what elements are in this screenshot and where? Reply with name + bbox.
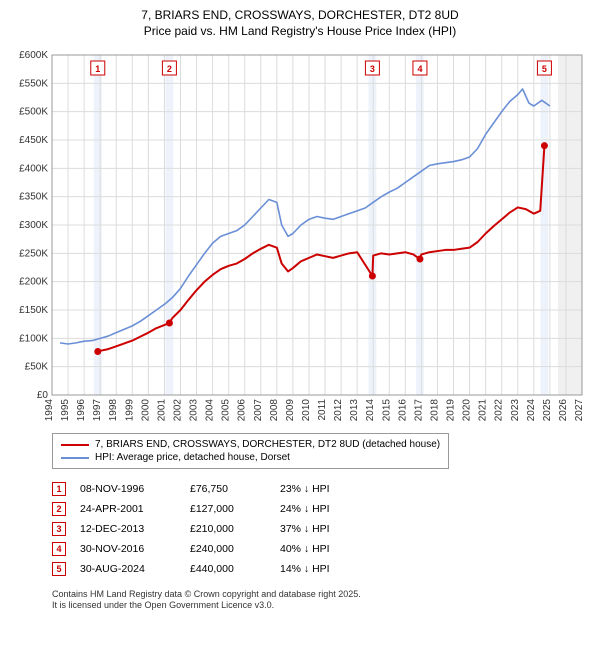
svg-text:3: 3: [370, 64, 375, 74]
legend-row: HPI: Average price, detached house, Dors…: [61, 451, 440, 464]
title-line2: Price paid vs. HM Land Registry's House …: [10, 24, 590, 40]
svg-text:2019: 2019: [446, 399, 457, 422]
svg-text:£550K: £550K: [19, 79, 48, 90]
sale-date: 12-DEC-2013: [80, 523, 190, 535]
svg-text:2005: 2005: [221, 399, 232, 422]
svg-text:1999: 1999: [124, 399, 135, 422]
svg-text:2006: 2006: [237, 399, 248, 422]
chart-title: 7, BRIARS END, CROSSWAYS, DORCHESTER, DT…: [10, 8, 590, 39]
table-row: 2 24-APR-2001£127,00024% ↓ HPI: [52, 499, 590, 519]
svg-text:1998: 1998: [108, 399, 119, 422]
svg-text:£500K: £500K: [19, 107, 48, 118]
sale-price: £127,000: [190, 503, 280, 515]
svg-text:£300K: £300K: [19, 220, 48, 231]
sale-marker-icon: 5: [52, 562, 66, 576]
sale-date: 08-NOV-1996: [80, 483, 190, 495]
footer-line1: Contains HM Land Registry data © Crown c…: [52, 589, 590, 600]
sale-pct: 24% ↓ HPI: [280, 503, 370, 515]
legend-swatch: [61, 444, 89, 446]
sales-table: 1 08-NOV-1996£76,75023% ↓ HPI 2 24-APR-2001…: [52, 479, 590, 579]
svg-text:2021: 2021: [478, 399, 489, 422]
sale-marker-icon: 1: [52, 482, 66, 496]
legend-swatch: [61, 457, 89, 459]
sale-pct: 23% ↓ HPI: [280, 483, 370, 495]
sale-pct: 37% ↓ HPI: [280, 523, 370, 535]
sale-price: £240,000: [190, 543, 280, 555]
sale-price: £210,000: [190, 523, 280, 535]
svg-text:2000: 2000: [140, 399, 151, 422]
svg-text:£600K: £600K: [19, 50, 48, 61]
svg-text:1997: 1997: [92, 399, 103, 422]
sale-marker-icon: 3: [52, 522, 66, 536]
svg-text:2022: 2022: [494, 399, 505, 422]
legend-label: 7, BRIARS END, CROSSWAYS, DORCHESTER, DT…: [95, 439, 440, 450]
svg-text:£150K: £150K: [19, 305, 48, 316]
svg-text:2: 2: [167, 64, 172, 74]
svg-text:2027: 2027: [574, 399, 585, 422]
svg-text:2024: 2024: [526, 399, 537, 422]
chart: £0£50K£100K£150K£200K£250K£300K£350K£400…: [10, 45, 590, 425]
svg-text:2015: 2015: [381, 399, 392, 422]
svg-text:£250K: £250K: [19, 249, 48, 260]
svg-text:2008: 2008: [269, 399, 280, 422]
svg-text:5: 5: [542, 64, 547, 74]
svg-text:1: 1: [95, 64, 100, 74]
sale-price: £76,750: [190, 483, 280, 495]
svg-text:£200K: £200K: [19, 277, 48, 288]
svg-text:2013: 2013: [349, 399, 360, 422]
svg-text:2001: 2001: [156, 399, 167, 422]
svg-text:1995: 1995: [60, 399, 71, 422]
sale-date: 30-NOV-2016: [80, 543, 190, 555]
svg-text:2023: 2023: [510, 399, 521, 422]
table-row: 1 08-NOV-1996£76,75023% ↓ HPI: [52, 479, 590, 499]
sale-pct: 40% ↓ HPI: [280, 543, 370, 555]
sale-marker-icon: 2: [52, 502, 66, 516]
svg-text:2007: 2007: [253, 399, 264, 422]
svg-text:2012: 2012: [333, 399, 344, 422]
sale-date: 30-AUG-2024: [80, 563, 190, 575]
svg-text:2003: 2003: [189, 399, 200, 422]
svg-text:2004: 2004: [205, 399, 216, 422]
sale-price: £440,000: [190, 563, 280, 575]
svg-text:2018: 2018: [429, 399, 440, 422]
table-row: 4 30-NOV-2016£240,00040% ↓ HPI: [52, 539, 590, 559]
svg-text:2017: 2017: [413, 399, 424, 422]
svg-text:2020: 2020: [462, 399, 473, 422]
svg-text:1994: 1994: [44, 399, 55, 422]
table-row: 3 12-DEC-2013£210,00037% ↓ HPI: [52, 519, 590, 539]
legend: 7, BRIARS END, CROSSWAYS, DORCHESTER, DT…: [52, 433, 449, 469]
sale-date: 24-APR-2001: [80, 503, 190, 515]
svg-text:4: 4: [417, 64, 422, 74]
svg-text:1996: 1996: [76, 399, 87, 422]
svg-text:2009: 2009: [285, 399, 296, 422]
svg-text:2002: 2002: [172, 399, 183, 422]
svg-text:£50K: £50K: [25, 362, 49, 373]
svg-text:2026: 2026: [558, 399, 569, 422]
table-row: 5 30-AUG-2024£440,00014% ↓ HPI: [52, 559, 590, 579]
svg-text:2014: 2014: [365, 399, 376, 422]
svg-text:2011: 2011: [317, 399, 328, 421]
footer: Contains HM Land Registry data © Crown c…: [52, 589, 590, 611]
sale-pct: 14% ↓ HPI: [280, 563, 370, 575]
svg-text:£400K: £400K: [19, 164, 48, 175]
footer-line2: It is licensed under the Open Government…: [52, 600, 590, 611]
svg-text:£350K: £350K: [19, 192, 48, 203]
legend-row: 7, BRIARS END, CROSSWAYS, DORCHESTER, DT…: [61, 438, 440, 451]
svg-text:2016: 2016: [397, 399, 408, 422]
svg-text:£100K: £100K: [19, 334, 48, 345]
svg-text:£450K: £450K: [19, 135, 48, 146]
title-line1: 7, BRIARS END, CROSSWAYS, DORCHESTER, DT…: [10, 8, 590, 24]
sale-marker-icon: 4: [52, 542, 66, 556]
legend-label: HPI: Average price, detached house, Dors…: [95, 452, 290, 463]
svg-text:2025: 2025: [542, 399, 553, 422]
svg-text:2010: 2010: [301, 399, 312, 422]
